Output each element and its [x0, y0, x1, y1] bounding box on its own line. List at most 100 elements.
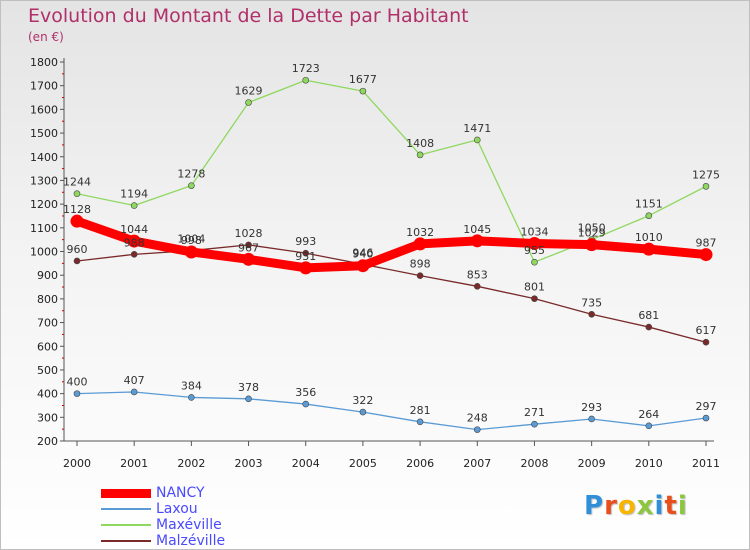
y-tick-label: 1000 [30, 246, 58, 259]
data-label-malzéville: 681 [638, 309, 659, 322]
data-label-maxéville: 1408 [406, 137, 434, 150]
data-point-laxou [130, 388, 138, 396]
data-point-laxou [359, 408, 367, 416]
data-label-nancy: 931 [295, 250, 316, 263]
y-tick-label: 1800 [30, 56, 58, 69]
data-label-malzéville: 993 [295, 235, 316, 248]
y-tick-label: 500 [37, 364, 58, 377]
data-point-laxou [702, 414, 710, 422]
data-label-laxou: 407 [124, 374, 145, 387]
data-point-maxéville [473, 136, 481, 144]
y-tick-label: 700 [37, 317, 58, 330]
data-point-maxéville [188, 182, 195, 189]
data-label-laxou: 248 [467, 412, 488, 425]
data-labels: 1244119412781629172316771408147195510501… [63, 62, 720, 424]
y-tick-label: 800 [37, 293, 58, 306]
data-label-maxéville: 1629 [235, 85, 263, 98]
data-label-malzéville: 1028 [235, 227, 263, 240]
y-tick-label: 1700 [30, 80, 58, 93]
data-point-maxéville [73, 190, 81, 198]
data-point-nancy [413, 237, 427, 251]
chart-subtitle: (en €) [28, 30, 64, 44]
y-tick-label: 1200 [30, 198, 58, 211]
legend-swatch [101, 540, 151, 542]
data-label-malzéville: 735 [581, 296, 602, 309]
series-layer [70, 76, 713, 433]
data-label-malzéville: 801 [524, 281, 545, 294]
series-line-nancy [72, 216, 711, 273]
data-label-nancy: 967 [238, 241, 259, 254]
data-point-malzéville [130, 251, 138, 258]
x-tick-label: 2005 [349, 457, 377, 470]
data-point-maxéville [359, 87, 367, 95]
data-point-nancy [642, 242, 656, 256]
data-point-nancy [70, 214, 84, 228]
data-label-maxéville: 1194 [120, 188, 148, 201]
data-point-malzéville [302, 249, 310, 257]
data-label-maxéville: 1471 [463, 122, 491, 135]
data-label-nancy: 987 [696, 237, 717, 250]
data-point-maxéville [130, 202, 138, 209]
data-label-laxou: 400 [67, 376, 88, 389]
data-point-laxou [188, 394, 195, 401]
y-tick-label: 1600 [30, 103, 58, 116]
data-label-laxou: 378 [238, 381, 259, 394]
data-point-laxou [588, 415, 595, 423]
legend-swatch [101, 488, 151, 498]
x-tick-label: 2011 [692, 457, 720, 470]
data-label-laxou: 271 [524, 406, 545, 419]
data-point-malzéville [588, 310, 595, 318]
data-point-maxéville [702, 183, 710, 190]
data-label-maxéville: 1244 [63, 176, 91, 189]
legend-label: Malzéville [156, 533, 226, 549]
data-label-maxéville: 1278 [177, 168, 205, 181]
y-tick-label: 900 [37, 269, 58, 282]
series-line-laxou [76, 391, 707, 431]
data-point-laxou [473, 426, 481, 433]
data-point-nancy [242, 252, 256, 266]
data-label-nancy: 1044 [120, 223, 148, 236]
data-label-maxéville: 1151 [635, 198, 663, 211]
data-point-laxou [416, 418, 424, 426]
y-tick-label: 1100 [30, 222, 58, 235]
data-point-maxéville [531, 258, 538, 266]
proxiti-logo: Proxiti [584, 491, 688, 521]
legend: NANCY Laxou Maxéville Malzéville [101, 485, 301, 549]
logo-letter: i [654, 491, 665, 521]
x-tick-label: 2006 [406, 457, 434, 470]
logo-letter: i [677, 491, 688, 521]
y-tick-label: 600 [37, 340, 58, 353]
data-point-malzéville [416, 272, 424, 279]
y-tick-label: 200 [37, 435, 58, 448]
logo-letter: x [636, 491, 655, 521]
data-point-nancy [527, 236, 541, 250]
data-label-malzéville: 988 [124, 236, 145, 249]
logo-letter: r [604, 491, 618, 521]
legend-label: NANCY [156, 485, 205, 501]
data-point-laxou [245, 395, 252, 403]
legend-swatch [101, 524, 151, 526]
data-point-maxéville [245, 99, 252, 106]
legend-item-malzéville: Malzéville [101, 533, 301, 549]
data-label-maxéville: 955 [524, 244, 545, 257]
x-tick-label: 2008 [520, 457, 548, 470]
legend-swatch [101, 508, 151, 510]
data-label-nancy: 1029 [578, 227, 606, 240]
y-tick-label: 1300 [30, 174, 58, 187]
chart-title: Evolution du Montant de la Dette par Hab… [28, 5, 469, 27]
data-label-laxou: 356 [295, 386, 316, 399]
data-label-laxou: 297 [696, 400, 717, 413]
y-tick-label: 300 [37, 411, 58, 424]
data-point-malzéville [645, 323, 653, 331]
data-point-laxou [531, 420, 538, 428]
data-point-nancy [585, 238, 599, 252]
data-label-laxou: 322 [352, 394, 373, 407]
data-label-laxou: 264 [638, 408, 659, 421]
legend-item-laxou: Laxou [101, 501, 301, 517]
logo-letter: t [664, 491, 678, 521]
data-point-nancy [299, 261, 313, 275]
x-tick-label: 2001 [120, 457, 148, 470]
logo-letter: o [617, 491, 637, 521]
